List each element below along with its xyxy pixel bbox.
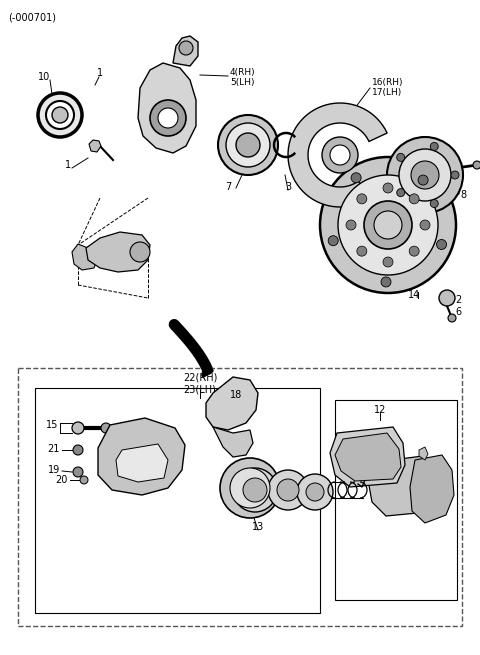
- Polygon shape: [173, 36, 198, 66]
- Circle shape: [451, 171, 459, 179]
- Text: 14: 14: [408, 290, 420, 300]
- Circle shape: [38, 93, 82, 137]
- Circle shape: [236, 133, 260, 157]
- Circle shape: [297, 474, 333, 510]
- Circle shape: [381, 277, 391, 287]
- Circle shape: [320, 157, 456, 293]
- Circle shape: [437, 240, 446, 250]
- Circle shape: [179, 41, 193, 55]
- Circle shape: [409, 246, 419, 256]
- Circle shape: [330, 145, 350, 165]
- Text: 1: 1: [97, 68, 103, 78]
- Circle shape: [374, 211, 402, 239]
- Circle shape: [383, 257, 393, 267]
- Circle shape: [328, 236, 338, 246]
- Circle shape: [230, 468, 270, 508]
- Text: 13: 13: [252, 522, 264, 532]
- Text: 2: 2: [455, 295, 461, 305]
- Circle shape: [268, 470, 308, 510]
- Bar: [335, 400, 457, 600]
- Text: 3: 3: [285, 182, 291, 192]
- Text: 6: 6: [455, 307, 461, 317]
- Circle shape: [430, 143, 438, 151]
- Circle shape: [418, 175, 428, 185]
- Text: 19: 19: [48, 465, 60, 475]
- Circle shape: [357, 194, 367, 204]
- Circle shape: [80, 476, 88, 484]
- Circle shape: [397, 153, 405, 161]
- Circle shape: [150, 100, 186, 136]
- Circle shape: [306, 483, 324, 501]
- Circle shape: [383, 183, 393, 193]
- Circle shape: [420, 220, 430, 230]
- Text: (-000701): (-000701): [8, 12, 56, 22]
- Circle shape: [397, 189, 405, 196]
- Text: 22(RH)
23(LH): 22(RH) 23(LH): [183, 373, 217, 394]
- Polygon shape: [410, 455, 454, 523]
- Circle shape: [439, 290, 455, 306]
- Circle shape: [473, 161, 480, 169]
- Circle shape: [52, 107, 68, 123]
- Circle shape: [411, 161, 439, 189]
- Circle shape: [73, 445, 83, 455]
- Circle shape: [233, 468, 277, 512]
- Polygon shape: [288, 103, 387, 207]
- Text: 4(RH)
5(LH): 4(RH) 5(LH): [230, 68, 256, 87]
- Text: 21: 21: [48, 444, 60, 454]
- Polygon shape: [419, 447, 428, 460]
- Polygon shape: [89, 140, 101, 152]
- Polygon shape: [330, 427, 405, 487]
- Circle shape: [351, 173, 361, 183]
- Circle shape: [399, 149, 451, 201]
- Circle shape: [364, 201, 412, 249]
- Bar: [35, 388, 320, 613]
- Bar: [18, 368, 462, 626]
- Polygon shape: [86, 232, 150, 272]
- Circle shape: [448, 314, 456, 322]
- Circle shape: [277, 479, 299, 501]
- Circle shape: [130, 242, 150, 262]
- Circle shape: [73, 467, 83, 477]
- Text: 10: 10: [38, 72, 50, 82]
- Text: 20: 20: [56, 475, 68, 485]
- Circle shape: [72, 422, 84, 434]
- Circle shape: [357, 246, 367, 256]
- Polygon shape: [335, 433, 401, 481]
- Circle shape: [220, 458, 280, 518]
- Text: 8: 8: [460, 190, 466, 200]
- Circle shape: [218, 115, 278, 175]
- Polygon shape: [72, 244, 98, 270]
- Polygon shape: [372, 453, 381, 466]
- Polygon shape: [98, 418, 185, 495]
- Circle shape: [338, 175, 438, 275]
- Circle shape: [322, 137, 358, 173]
- Polygon shape: [138, 63, 196, 153]
- Text: 11: 11: [370, 473, 382, 483]
- Circle shape: [226, 123, 270, 167]
- Circle shape: [101, 423, 111, 433]
- Polygon shape: [116, 444, 168, 482]
- Circle shape: [158, 108, 178, 128]
- Text: 18: 18: [230, 390, 242, 400]
- Circle shape: [46, 101, 74, 129]
- Text: 12: 12: [374, 405, 386, 415]
- Text: 16(RH)
17(LH): 16(RH) 17(LH): [372, 78, 404, 98]
- Circle shape: [346, 220, 356, 230]
- Polygon shape: [213, 427, 253, 457]
- Text: 9: 9: [409, 215, 415, 225]
- Circle shape: [387, 137, 463, 213]
- Polygon shape: [206, 377, 258, 430]
- Text: 7: 7: [225, 182, 231, 192]
- Circle shape: [430, 200, 438, 208]
- Text: 15: 15: [46, 420, 58, 430]
- Circle shape: [409, 194, 419, 204]
- Circle shape: [243, 478, 267, 502]
- Polygon shape: [368, 456, 438, 516]
- Text: 1: 1: [65, 160, 71, 170]
